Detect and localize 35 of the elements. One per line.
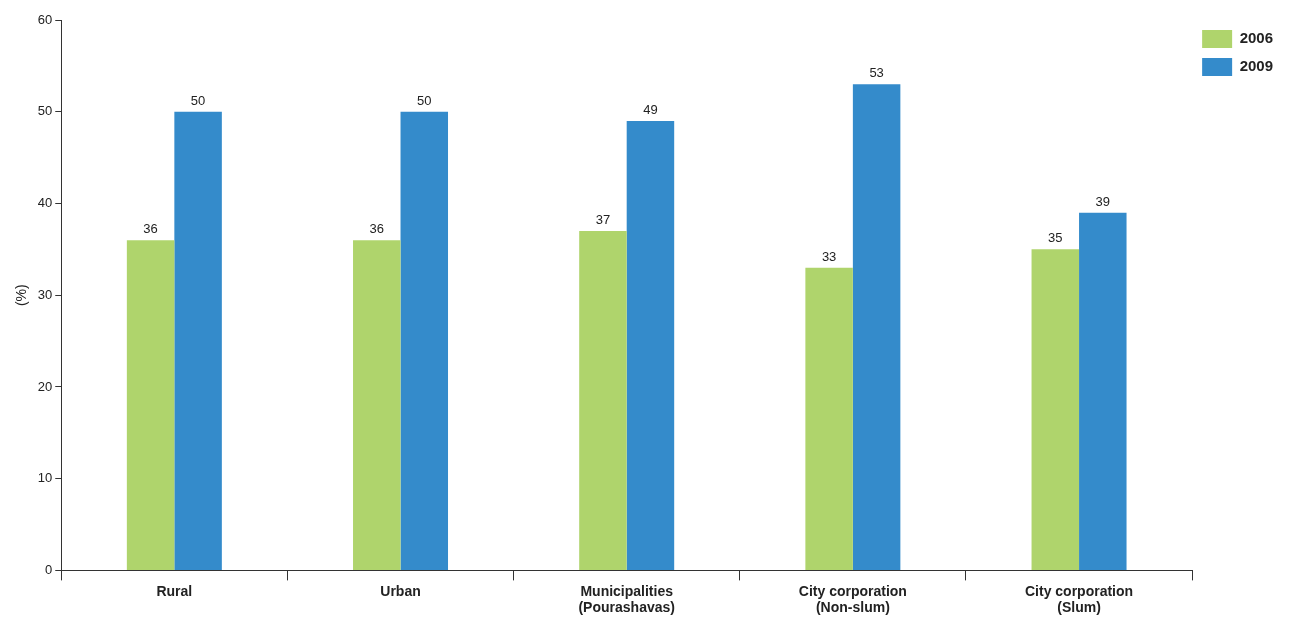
x-tick-label: Rural [156,582,193,599]
bar [1079,212,1127,570]
data-label: 33 [821,248,837,264]
bar [805,267,853,570]
legend-label: 2006 [1239,29,1274,47]
y-tick-label: 50 [37,103,53,119]
y-tick-label: 40 [37,195,53,211]
data-label: 36 [143,221,158,237]
y-tick-label: 30 [37,286,53,302]
bar [174,111,222,570]
bar [126,240,175,570]
data-label: 39 [1095,193,1111,209]
bar [353,240,401,570]
bar [1031,249,1080,570]
x-tick-label: City corporation (Non-slum) [798,582,907,616]
data-label: 53 [869,65,884,81]
data-label: 36 [369,221,385,237]
data-label: 37 [595,212,611,228]
data-label: 50 [417,92,432,108]
bar [852,84,901,570]
bar [400,111,449,570]
y-tick-label: 10 [37,470,53,486]
data-label: 35 [1048,230,1063,246]
x-tick-label: Urban [380,582,421,599]
y-axis-title: (%) [13,284,30,307]
bar [626,120,675,570]
bar [579,230,627,570]
legend-label: 2009 [1239,57,1274,75]
data-label: 50 [190,92,206,108]
data-label: 49 [643,101,658,117]
y-tick-label: 60 [37,11,53,27]
y-tick-label: 0 [45,561,53,577]
y-tick-label: 20 [37,378,53,394]
x-tick-label: City corporation (Slum) [1024,582,1134,616]
x-tick-label: Municipalities (Pourashavas) [578,582,675,616]
